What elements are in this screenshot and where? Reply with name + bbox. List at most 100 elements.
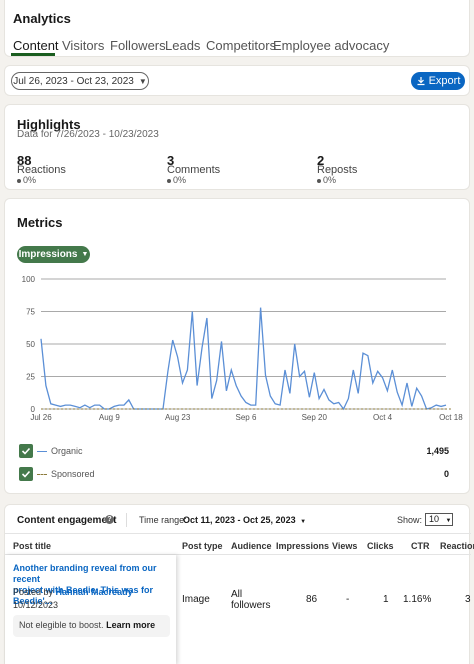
tab-content-underline xyxy=(11,53,55,56)
reposts-value: 2 xyxy=(317,153,325,168)
x-tick-label: Oct 4 xyxy=(373,413,393,422)
comments-value: 3 xyxy=(167,153,175,168)
tab-leads[interactable]: Leads xyxy=(165,38,201,53)
x-tick-label: Sep 6 xyxy=(235,413,256,422)
cell-clicks: 1 xyxy=(383,594,389,605)
tab-employee-advocacy[interactable]: Employee advocacy xyxy=(273,38,390,53)
impressions-chart: 100 75 50 25 0 Jul 26 Aug 9 Aug 23 Sep 6 Sep 20 O… xyxy=(22,275,464,422)
col-clicks[interactable]: Clicks xyxy=(367,541,394,551)
sponsored-legend-line xyxy=(37,474,47,475)
cell-impressions: 86 xyxy=(306,594,318,605)
metrics-card: Metrics Impressions ▼ 100 75 50 25 0 Jul 26 A… xyxy=(4,198,470,494)
engagement-title: Content engagement xyxy=(17,515,117,526)
dot-icon xyxy=(167,178,171,183)
reactions-value: 88 xyxy=(17,153,32,168)
cell-audience: All followers xyxy=(231,589,270,611)
show-label: Show: xyxy=(397,515,423,525)
impressions-dropdown-label: Impressions xyxy=(18,249,78,260)
col-impressions[interactable]: Impressions xyxy=(276,541,330,551)
series-line-organic xyxy=(40,307,447,411)
boost-note: Not elegible to boost. xyxy=(19,620,104,630)
time-range-value: Oct 11, 2023 - Oct 25, 2023 xyxy=(183,515,296,525)
boost-note-box: Not elegible to boost. Learn more xyxy=(13,615,170,637)
check-icon xyxy=(21,470,31,478)
highlights-card: Highlights Data for 7/26/2023 - 10/23/20… xyxy=(4,104,470,190)
date-range-value: Jul 26, 2023 - Oct 23, 2023 xyxy=(13,75,134,87)
post-title-line1: Another branding reveal from our recent xyxy=(13,563,157,584)
x-tick-label: Aug 23 xyxy=(165,413,191,422)
organic-legend-line xyxy=(37,451,47,452)
organic-legend-label: Organic xyxy=(51,446,83,456)
caret-down-icon: ▼ xyxy=(300,519,307,525)
analytics-header: Analytics Content Visitors Followers Lea… xyxy=(4,0,470,57)
tab-visitors[interactable]: Visitors xyxy=(62,38,105,53)
x-tick-label: Jul 26 xyxy=(30,413,52,422)
comments-label: Comments xyxy=(167,164,221,176)
col-post-title[interactable]: Post title xyxy=(13,541,52,551)
download-icon xyxy=(417,77,425,86)
y-tick-label: 75 xyxy=(26,308,35,317)
chart-grid xyxy=(41,278,446,410)
show-select[interactable]: 10 ▼ xyxy=(425,513,453,526)
caret-down-icon: ▼ xyxy=(138,76,147,86)
col-ctr[interactable]: CTR xyxy=(411,541,430,551)
tab-competitors[interactable]: Competitors xyxy=(206,38,277,53)
header-divider xyxy=(126,513,127,527)
sponsored-checkbox[interactable] xyxy=(19,467,33,481)
date-range-dropdown[interactable]: Jul 26, 2023 - Oct 23, 2023 ▼ xyxy=(11,72,149,90)
caret-down-icon: ▼ xyxy=(445,518,452,524)
help-icon[interactable]: ? xyxy=(105,515,114,524)
comments-change-value: 0% xyxy=(173,175,187,185)
x-tick-label: Sep 20 xyxy=(302,413,328,422)
cell-audience-line2: followers xyxy=(231,600,271,611)
sponsored-total: 0 xyxy=(443,469,449,479)
export-button[interactable]: Export xyxy=(411,72,465,90)
time-range-label: Time range: xyxy=(139,515,187,525)
col-views[interactable]: Views xyxy=(332,541,358,551)
chart-x-ticks: Jul 26 Aug 9 Aug 23 Sep 6 Sep 20 Oct 4 Oct 18 xyxy=(30,413,463,422)
reactions-change: 0% xyxy=(17,175,36,185)
x-tick-label: Aug 9 xyxy=(99,413,120,422)
impressions-dropdown[interactable]: Impressions ▼ xyxy=(17,246,90,263)
learn-more-link[interactable]: Learn more xyxy=(106,620,156,630)
check-icon xyxy=(21,447,31,455)
tab-content[interactable]: Content xyxy=(13,38,59,53)
posted-by-link[interactable]: Hannah Macready xyxy=(55,587,133,597)
post-title-link[interactable]: Another branding reveal from our recent … xyxy=(13,563,176,607)
col-post-type[interactable]: Post type xyxy=(182,541,223,551)
posted-by-prefix: Posted by xyxy=(13,587,54,597)
show-value: 10 xyxy=(429,514,440,524)
reposts-change: 0% xyxy=(317,175,336,185)
organic-total: 1,495 xyxy=(426,446,449,456)
post-title-line2: project with Beedie. This was for Beedie… xyxy=(13,585,154,606)
metrics-title: Metrics xyxy=(17,215,63,230)
cell-views: - xyxy=(346,594,350,605)
sponsored-legend-label: Sponsored xyxy=(51,469,95,479)
col-audience[interactable]: Audience xyxy=(231,541,272,551)
post-title-cell: Another branding reveal from our recent … xyxy=(5,555,176,664)
filter-bar: Jul 26, 2023 - Oct 23, 2023 ▼ Export xyxy=(4,65,470,96)
time-range-dropdown[interactable]: Oct 11, 2023 - Oct 25, 2023 ▼ xyxy=(183,515,306,525)
highlights-subtitle: Data for 7/26/2023 - 10/23/2023 xyxy=(17,129,159,140)
post-date: 10/12/2023 xyxy=(13,600,59,610)
y-tick-label: 0 xyxy=(31,405,36,414)
cell-ctr: 1.16% xyxy=(403,594,432,605)
page-title: Analytics xyxy=(13,11,71,26)
chart-series xyxy=(40,307,451,411)
highlights-title: Highlights xyxy=(17,117,81,132)
caret-down-icon: ▼ xyxy=(81,251,89,258)
organic-checkbox[interactable] xyxy=(19,444,33,458)
y-tick-label: 25 xyxy=(26,373,35,382)
cell-audience-line1: All xyxy=(231,589,243,600)
y-tick-label: 50 xyxy=(26,340,35,349)
chart-y-ticks: 100 75 50 25 0 xyxy=(22,275,36,414)
col-reactions[interactable]: Reactions xyxy=(440,541,474,551)
x-tick-label: Oct 18 xyxy=(439,413,463,422)
reactions-label: Reactions xyxy=(17,164,66,176)
content-engagement-card: Content engagement ? Time range: Oct 11,… xyxy=(4,504,474,664)
tab-followers[interactable]: Followers xyxy=(110,38,166,53)
reposts-change-value: 0% xyxy=(323,175,337,185)
cell-reactions: 3 xyxy=(465,594,471,605)
reactions-change-value: 0% xyxy=(23,175,37,185)
y-tick-label: 100 xyxy=(22,275,36,284)
